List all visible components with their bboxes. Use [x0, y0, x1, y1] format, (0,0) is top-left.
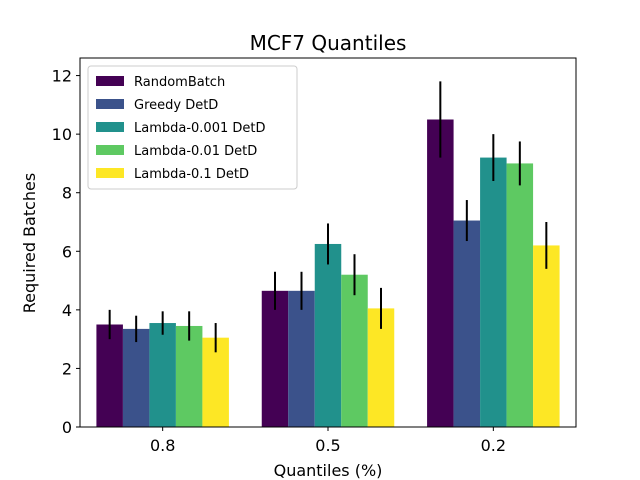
y-tick-label: 2 [62, 359, 72, 378]
bar-randombatch-0-8 [96, 324, 123, 427]
bar-greedy-detd-0-8 [122, 328, 150, 427]
bar-greedy-detd-0-2 [453, 220, 481, 427]
plot-area: 0 2 4 6 8 10 12 0.8 0.5 0.2 [52, 57, 577, 455]
y-tick-label: 4 [62, 301, 72, 320]
y-tick-label: 12 [52, 67, 72, 86]
legend-swatch [96, 145, 124, 155]
x-axis-label: Quantiles (%) [274, 461, 383, 480]
bar-lambda-0-001-detd-0-5 [314, 243, 342, 427]
y-tick-label: 0 [62, 418, 72, 437]
legend-swatch [96, 168, 124, 178]
legend-label: Lambda-0.01 DetD [134, 144, 257, 159]
y-tick-label: 10 [52, 125, 72, 144]
bar-lambda-0-1-detd-0-2 [533, 245, 560, 427]
legend-swatch [96, 99, 124, 109]
legend-swatch [96, 76, 124, 86]
legend-label: Lambda-0.001 DetD [134, 121, 266, 136]
chart-title: MCF7 Quantiles [250, 31, 407, 55]
legend-box [87, 65, 298, 190]
legend-label: Lambda-0.1 DetD [134, 167, 249, 182]
bar-lambda-0-01-detd-0-8 [175, 325, 203, 427]
x-tick-label: 0.2 [481, 436, 506, 455]
legend: RandomBatch Greedy DetD Lambda-0.001 DetD L… [87, 65, 298, 190]
x-tick-label: 0.5 [315, 436, 340, 455]
legend-swatch [96, 122, 124, 132]
y-axis-label: Required Batches [20, 173, 39, 313]
legend-label: Greedy DetD [134, 98, 218, 113]
bar-lambda-0-1-detd-0-8 [202, 337, 229, 427]
bar-lambda-0-001-detd-0-8 [149, 323, 176, 427]
bar-lambda-0-001-detd-0-2 [480, 157, 507, 428]
y-tick-label: 8 [62, 184, 72, 203]
bar-lambda-0-01-detd-0-5 [341, 274, 368, 427]
bar-greedy-detd-0-5 [288, 290, 315, 427]
y-tick-label: 6 [62, 242, 72, 261]
bar-lambda-0-01-detd-0-2 [506, 163, 534, 427]
x-tick-label: 0.8 [150, 436, 175, 455]
legend-label: RandomBatch [134, 75, 225, 90]
bar-randombatch-0-2 [427, 119, 454, 427]
bar-randombatch-0-5 [261, 290, 289, 427]
